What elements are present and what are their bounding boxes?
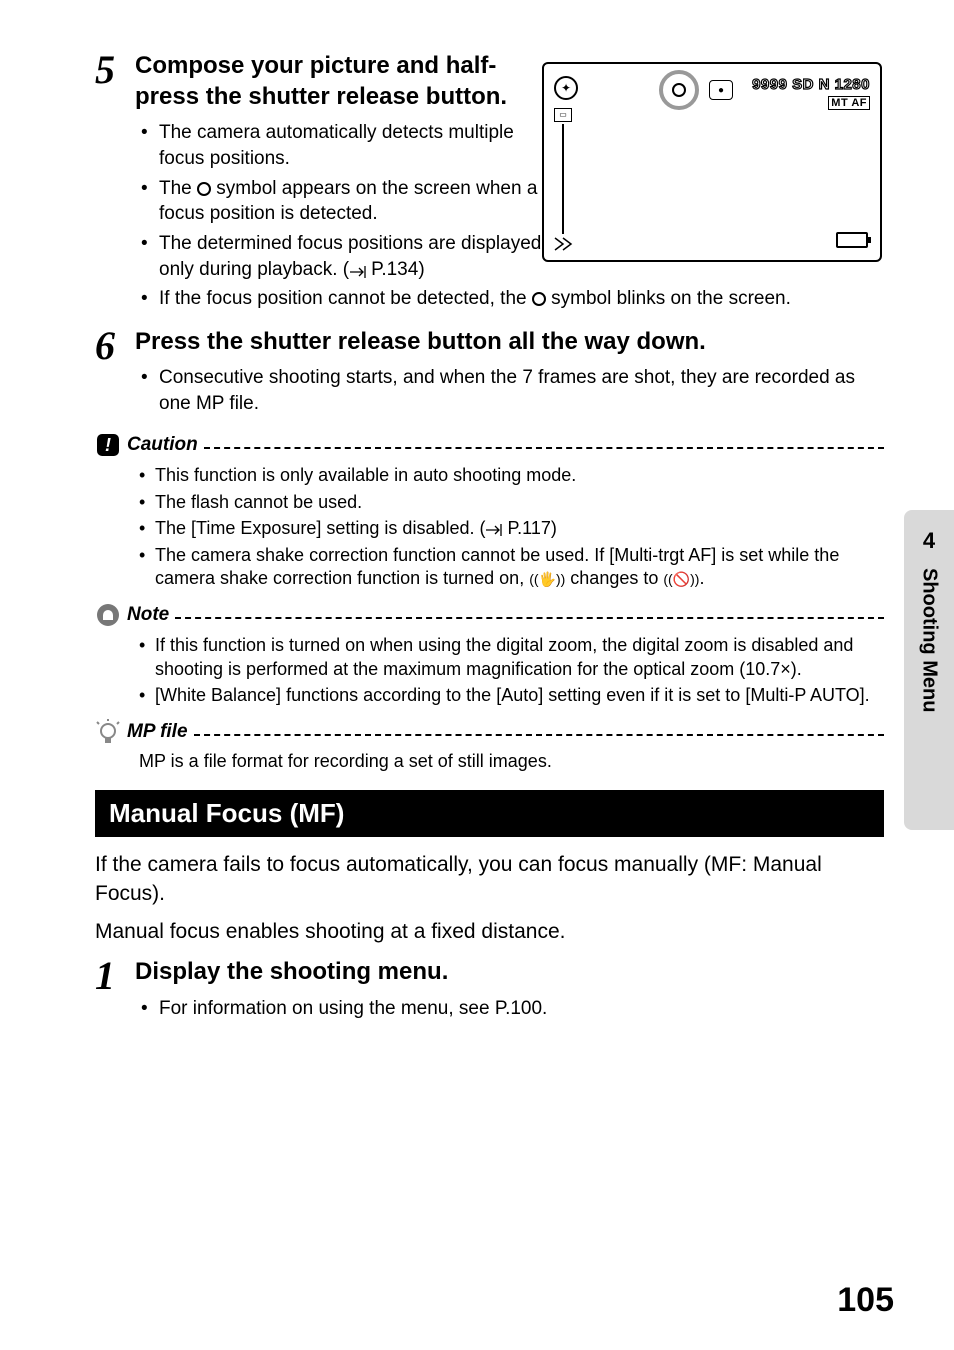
caution-bullets: This function is only available in auto … <box>95 464 884 590</box>
note-bullets: If this function is turned on when using… <box>95 634 884 707</box>
svg-text:!: ! <box>105 435 111 455</box>
step-number: 5 <box>95 50 135 316</box>
mode-icon: ✦ <box>554 76 578 100</box>
step6-bullets: Consecutive shooting starts, and when th… <box>135 365 884 416</box>
tip-icon <box>95 719 121 745</box>
battery-icon <box>836 232 868 248</box>
bullet: If this function is turned on when using… <box>155 634 884 681</box>
chapter-label: Shooting Menu <box>918 568 941 712</box>
pointer-icon <box>485 521 507 537</box>
section-heading: Manual Focus (MF) <box>95 790 884 837</box>
status-readout: 9999 SD N 1280 MT AF <box>752 76 870 111</box>
shake-off-icon: ((🚫)) <box>663 571 699 587</box>
step1-bullets: For information on using the menu, see P… <box>135 996 884 1022</box>
page-number: 105 <box>837 1281 894 1320</box>
caution-label: Caution <box>127 434 198 456</box>
frames-remaining: 9999 SD N 1280 <box>752 76 870 93</box>
step-heading: Press the shutter release button all the… <box>135 326 884 357</box>
bullet: The [Time Exposure] setting is disabled.… <box>155 517 884 540</box>
capture-icon: ● <box>709 80 733 100</box>
zoom-tele-icon: ▭ <box>554 108 572 122</box>
zoom-slider: ▭ <box>558 124 568 234</box>
mpfile-label: MP file <box>127 721 188 743</box>
pointer-icon <box>349 262 371 278</box>
note-icon <box>95 602 121 628</box>
step-number: 1 <box>95 956 135 1025</box>
bullet: This function is only available in auto … <box>155 464 884 487</box>
focus-ok-icon <box>197 182 211 196</box>
focus-ok-icon <box>532 292 546 306</box>
step5-bullets-wide: If the focus position cannot be detected… <box>135 286 884 312</box>
step5-bullets-narrow: The camera automatically detects multipl… <box>135 120 555 282</box>
note-label-row: Note <box>95 602 884 628</box>
divider <box>194 734 884 736</box>
mpfile-text: MP is a file format for recording a set … <box>95 751 884 772</box>
divider <box>204 447 884 449</box>
bullet: The determined focus positions are displ… <box>159 231 555 282</box>
bullet: The camera shake correction function can… <box>155 544 884 591</box>
bullet: If the focus position cannot be detected… <box>159 286 884 312</box>
side-tab: 4 Shooting Menu <box>904 510 954 830</box>
mpfile-label-row: MP file <box>95 719 884 745</box>
divider <box>175 617 884 619</box>
af-mode-badge: MT AF <box>828 96 870 110</box>
bullet: The flash cannot be used. <box>155 491 884 514</box>
page: 4 Shooting Menu ✦ ● 9999 SD N 1280 MT AF… <box>0 0 954 1350</box>
step-number: 6 <box>95 326 135 420</box>
step-1: 1 Display the shooting menu. For informa… <box>95 956 884 1025</box>
step-heading: Display the shooting menu. <box>135 956 884 987</box>
focus-frame-icon <box>659 70 699 110</box>
caution-icon: ! <box>95 432 121 458</box>
shake-on-icon: ((🖐)) <box>529 571 565 587</box>
camera-lcd-preview: ✦ ● 9999 SD N 1280 MT AF ▭ <box>542 62 882 262</box>
bullet: The camera automatically detects multipl… <box>159 120 555 171</box>
chapter-number: 4 <box>923 528 935 554</box>
section-intro-2: Manual focus enables shooting at a fixed… <box>95 918 884 946</box>
bullet: For information on using the menu, see P… <box>159 996 884 1022</box>
section-intro-1: If the camera fails to focus automatical… <box>95 851 884 908</box>
note-label: Note <box>127 604 169 626</box>
bullet: [White Balance] functions according to t… <box>155 684 884 707</box>
step-6: 6 Press the shutter release button all t… <box>95 326 884 420</box>
caution-label-row: ! Caution <box>95 432 884 458</box>
bullet: Consecutive shooting starts, and when th… <box>159 365 884 416</box>
step-heading: Compose your picture and half-press the … <box>135 50 555 112</box>
zoom-wide-icon <box>553 236 573 252</box>
bullet: The symbol appears on the screen when a … <box>159 176 555 227</box>
